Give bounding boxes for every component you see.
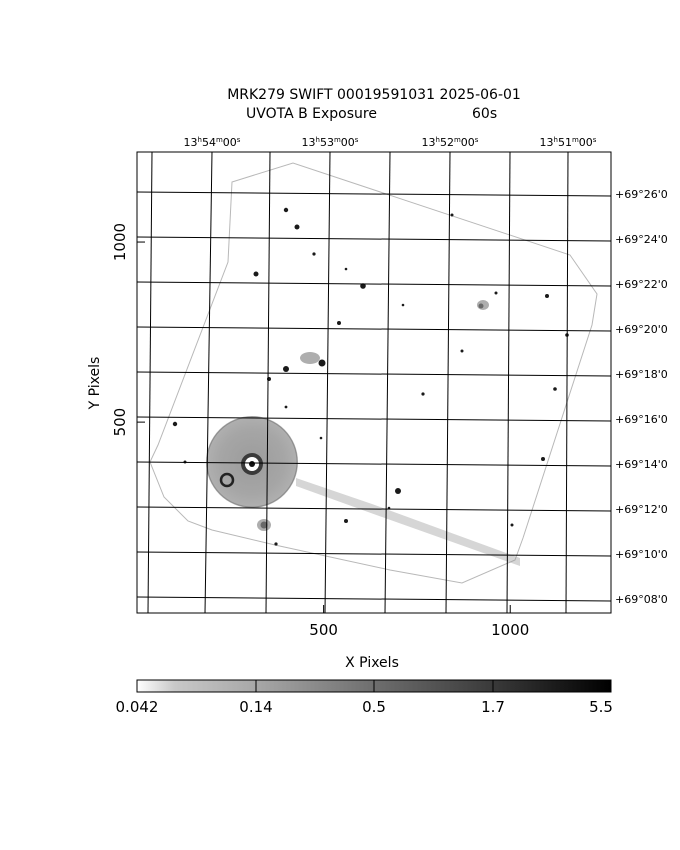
- ghost-ring: [219, 472, 235, 488]
- colorbar-label: 5.5: [589, 698, 613, 716]
- dec-label: +69°12'0: [615, 503, 668, 516]
- image-title: MRK279 SWIFT 00019591031 2025-06-01: [227, 87, 521, 103]
- exposure-time: 60s: [472, 106, 497, 122]
- colorbar-label: 0.042: [116, 698, 159, 716]
- ra-label-4: 13h51m00s: [540, 136, 597, 149]
- scattered-light-streak: [296, 478, 520, 566]
- ra-label-2: 13h53m00s: [302, 136, 359, 149]
- dec-tick-labels: +69°26'0 +69°24'0 +69°22'0 +69°20'0 +69°…: [615, 188, 668, 606]
- colorbar: 0.042 0.14 0.5 1.7 5.5: [116, 679, 613, 716]
- plot-frame: [136, 151, 612, 614]
- colorbar-label: 0.5: [362, 698, 386, 716]
- dec-label: +69°24'0: [615, 233, 668, 246]
- x-tick-label: 1000: [491, 621, 529, 639]
- exposure-label: UVOTA B Exposure: [246, 106, 377, 122]
- dec-label: +69°20'0: [615, 323, 668, 336]
- ra-tick-labels: 13h54m00s 13h53m00s 13h52m00s 13h51m00s: [184, 136, 597, 149]
- dec-label: +69°22'0: [615, 278, 668, 291]
- x-tick-label: 500: [309, 621, 338, 639]
- colorbar-label: 1.7: [481, 698, 505, 716]
- coordinate-grid: [137, 152, 611, 613]
- x-axis-title: X Pixels: [345, 655, 399, 671]
- pixel-axis-ticks: 500 1000 500 1000: [111, 223, 529, 639]
- dec-label: +69°16'0: [615, 413, 668, 426]
- dec-label: +69°14'0: [615, 458, 668, 471]
- dec-label: +69°26'0: [615, 188, 668, 201]
- ra-label-3: 13h52m00s: [422, 136, 479, 149]
- dec-label: +69°18'0: [615, 368, 668, 381]
- dec-label: +69°08'0: [615, 593, 668, 606]
- y-axis-title: Y Pixels: [87, 357, 103, 411]
- y-tick-label: 1000: [111, 223, 129, 261]
- diffuse-features: [257, 300, 489, 531]
- ra-label-1: 13h54m00s: [184, 136, 241, 149]
- dec-label: +69°10'0: [615, 548, 668, 561]
- sky-image: [137, 152, 611, 613]
- colorbar-label: 0.14: [239, 698, 272, 716]
- bright-source: [241, 453, 263, 475]
- y-tick-label: 500: [111, 408, 129, 437]
